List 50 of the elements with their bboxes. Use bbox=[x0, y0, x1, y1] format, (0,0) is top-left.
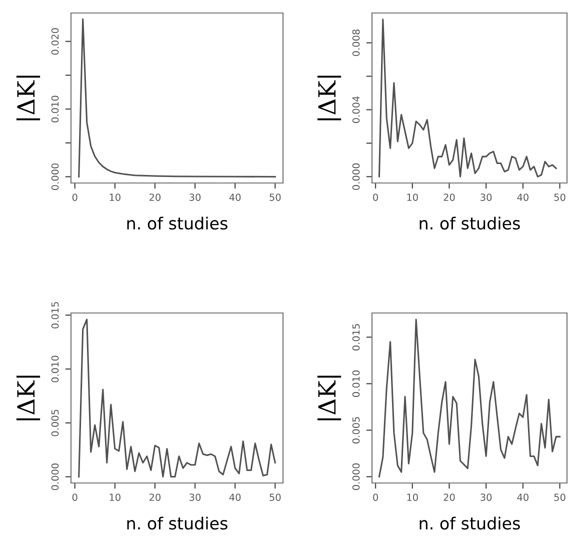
x-axis-title: n. of studies bbox=[127, 516, 228, 530]
x-tick-label: 50 bbox=[270, 494, 281, 501]
line-series bbox=[78, 318, 276, 478]
line-series bbox=[78, 18, 276, 178]
x-tick-label: 40 bbox=[517, 494, 528, 501]
y-tick-label: 0.010 bbox=[352, 370, 360, 397]
y-axis-title: |ΔK| bbox=[16, 376, 40, 420]
y-tick-label: 0.000 bbox=[51, 463, 59, 490]
y-axis-title: |ΔK| bbox=[16, 76, 40, 120]
x-tick-label: 10 bbox=[110, 494, 120, 501]
y-tick-label: 0.005 bbox=[352, 417, 360, 444]
x-tick-label: 40 bbox=[229, 194, 241, 201]
x-tick-label: 30 bbox=[190, 194, 201, 201]
line-series bbox=[378, 318, 561, 478]
x-tick-label: 0 bbox=[72, 194, 78, 201]
y-tick-label: 0.008 bbox=[352, 30, 360, 56]
x-tick-label: 10 bbox=[110, 194, 120, 201]
y-tick-label: 0.010 bbox=[51, 96, 59, 122]
line-series bbox=[378, 18, 557, 178]
x-tick-label: 10 bbox=[407, 494, 418, 501]
y-tick-label: 0.015 bbox=[352, 324, 360, 350]
y-tick-label: 0.000 bbox=[352, 163, 360, 190]
x-tick-label: 40 bbox=[229, 494, 241, 501]
y-tick-label: 0.010 bbox=[51, 356, 59, 382]
x-tick-label: 10 bbox=[407, 194, 418, 201]
y-axis-title: |ΔK| bbox=[317, 376, 342, 420]
y-tick-label: 0.020 bbox=[51, 28, 59, 55]
x-tick-label: 30 bbox=[190, 494, 201, 501]
x-axis-title: n. of studies bbox=[420, 516, 520, 530]
x-tick-label: 40 bbox=[517, 194, 528, 201]
y-tick-label: 0.015 bbox=[51, 302, 59, 328]
x-tick-label: 30 bbox=[480, 494, 492, 501]
x-tick-label: 30 bbox=[480, 194, 492, 201]
y-tick-label: 0.005 bbox=[51, 410, 59, 436]
x-tick-label: 0 bbox=[373, 494, 378, 501]
x-tick-label: 20 bbox=[444, 194, 455, 201]
x-axis-title: n. of studies bbox=[420, 216, 520, 230]
y-tick-label: 0.000 bbox=[352, 463, 360, 490]
y-tick-label: 0.000 bbox=[51, 163, 59, 190]
x-tick-label: 50 bbox=[554, 194, 566, 201]
x-tick-label: 50 bbox=[270, 194, 281, 201]
x-axis-title: n. of studies bbox=[127, 216, 228, 230]
x-tick-label: 20 bbox=[149, 194, 161, 201]
x-tick-label: 20 bbox=[444, 494, 455, 501]
x-tick-label: 50 bbox=[554, 494, 566, 501]
x-tick-label: 0 bbox=[373, 194, 378, 201]
y-axis-title: |ΔK| bbox=[317, 76, 342, 120]
y-tick-label: 0.004 bbox=[352, 96, 360, 123]
x-tick-label: 0 bbox=[72, 494, 78, 501]
x-tick-label: 20 bbox=[149, 494, 161, 501]
